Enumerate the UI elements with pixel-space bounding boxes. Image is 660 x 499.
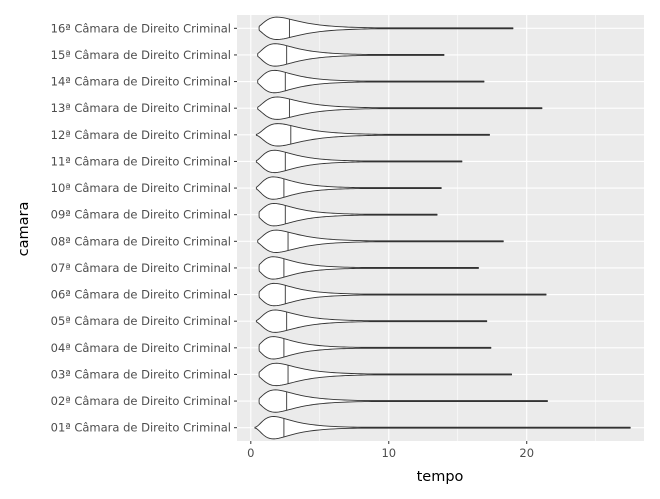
violin-shape — [258, 362, 512, 387]
violin-shape — [257, 69, 485, 94]
violin — [258, 336, 492, 360]
y-tick-label: 11ª Câmara de Direito Criminal — [51, 154, 231, 168]
violin-shape — [258, 389, 548, 413]
violin-shape — [255, 149, 463, 174]
x-axis-ticks: 0 10 20 — [247, 441, 534, 460]
x-tick-label: 10 — [381, 446, 396, 460]
violin — [258, 389, 548, 413]
violin — [258, 16, 514, 40]
y-axis-ticks: 01ª Câmara de Direito Criminal 02ª Câmara… — [51, 21, 237, 435]
violin — [258, 362, 512, 387]
violin — [257, 69, 485, 94]
x-axis-title: tempo — [417, 469, 464, 485]
x-tick-label: 20 — [519, 446, 534, 460]
y-tick-label: 10ª Câmara de Direito Criminal — [51, 181, 231, 195]
violin-shape — [258, 256, 479, 280]
violin — [255, 176, 442, 200]
violin — [258, 282, 547, 307]
violin-shape — [258, 282, 547, 307]
violin-shape — [258, 16, 514, 40]
violin-shape — [257, 229, 504, 253]
y-tick-label: 09ª Câmara de Direito Criminal — [51, 208, 231, 222]
y-tick-label: 15ª Câmara de Direito Criminal — [51, 48, 231, 62]
y-tick-label: 03ª Câmara de Direito Criminal — [51, 367, 231, 381]
y-tick-label: 06ª Câmara de Direito Criminal — [51, 288, 231, 302]
y-tick-label: 14ª Câmara de Direito Criminal — [51, 75, 231, 89]
violin-shape — [255, 176, 442, 200]
violin — [255, 309, 488, 333]
y-tick-label: 01ª Câmara de Direito Criminal — [51, 421, 231, 435]
x-tick-label: 0 — [247, 446, 254, 460]
y-tick-label: 12ª Câmara de Direito Criminal — [51, 128, 231, 142]
violin-shape — [257, 96, 543, 120]
violin-shape — [254, 416, 631, 440]
violin-shape — [257, 43, 445, 67]
violin — [257, 229, 504, 253]
violin-shape — [255, 123, 490, 147]
violin-shape — [258, 336, 492, 360]
violin — [254, 416, 631, 440]
violin — [257, 96, 543, 120]
violin-shape — [255, 309, 488, 333]
y-tick-label: 13ª Câmara de Direito Criminal — [51, 101, 231, 115]
y-axis-title: camara — [16, 202, 32, 257]
violins — [254, 16, 631, 440]
y-tick-label: 04ª Câmara de Direito Criminal — [51, 341, 231, 355]
y-tick-label: 07ª Câmara de Direito Criminal — [51, 261, 231, 275]
y-tick-label: 08ª Câmara de Direito Criminal — [51, 234, 231, 248]
violin — [257, 43, 445, 67]
y-tick-label: 05ª Câmara de Direito Criminal — [51, 314, 231, 328]
violin — [258, 203, 438, 227]
violin-shape — [258, 203, 438, 227]
y-tick-label: 16ª Câmara de Direito Criminal — [51, 21, 231, 35]
violin — [255, 149, 463, 174]
violin — [255, 123, 490, 147]
y-tick-label: 02ª Câmara de Direito Criminal — [51, 394, 231, 408]
violin — [258, 256, 479, 280]
